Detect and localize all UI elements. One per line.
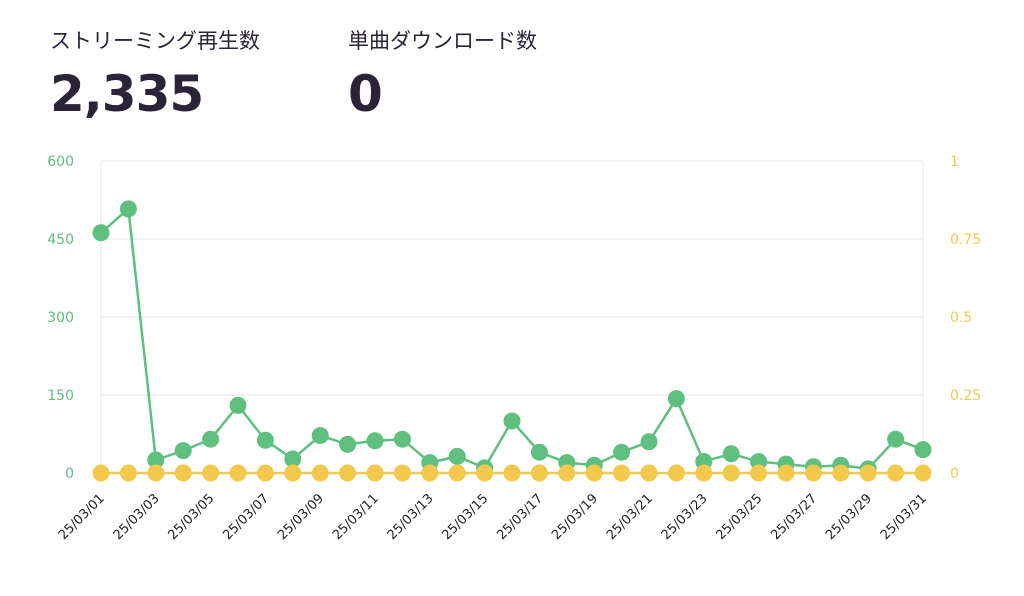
downloads-value: 0: [348, 65, 383, 123]
downloads-point: [804, 464, 822, 482]
x-tick-label: 25/03/15: [440, 491, 492, 543]
downloads-point: [777, 464, 795, 482]
downloads-point: [640, 464, 658, 482]
downloads-point: [914, 464, 932, 482]
y-left-tick-label: 450: [47, 232, 74, 248]
downloads-point: [119, 464, 137, 482]
downloads-point: [503, 464, 521, 482]
x-tick-label: 25/03/31: [878, 491, 930, 543]
downloads-point: [859, 464, 877, 482]
x-tick-label: 25/03/09: [275, 491, 327, 543]
streams-point: [92, 224, 110, 242]
downloads-point: [448, 464, 466, 482]
streams-point: [393, 430, 411, 448]
streams-point: [530, 443, 548, 461]
streams-series-line: [100, 207, 924, 471]
x-tick-label: 25/03/21: [604, 491, 656, 543]
streams-point: [174, 442, 192, 460]
y-left-tick-label: 300: [47, 310, 74, 326]
y-left-tick-label: 150: [47, 388, 74, 404]
downloads-point: [667, 464, 685, 482]
downloads-point: [421, 464, 439, 482]
downloads-point: [256, 464, 274, 482]
x-tick-label: 25/03/01: [56, 491, 108, 543]
y-right-tick-label: 0: [950, 466, 959, 482]
downloads-point: [585, 464, 603, 482]
downloads-point: [92, 464, 110, 482]
x-tick-label: 25/03/11: [330, 491, 382, 543]
streams-point: [640, 433, 658, 451]
y-right-tick-label: 1: [950, 154, 959, 170]
x-tick-label: 25/03/03: [111, 491, 163, 543]
streams-point: [147, 451, 165, 469]
streams-point: [202, 430, 220, 448]
x-tick-label: 25/03/17: [494, 491, 546, 543]
x-tick-label: 25/03/05: [166, 491, 218, 543]
streams-point: [256, 431, 274, 449]
x-tick-label: 25/03/19: [549, 491, 601, 543]
downloads-stat: 単曲ダウンロード数 0: [348, 26, 537, 126]
x-tick-label: 25/03/29: [823, 491, 875, 543]
downloads-point: [366, 464, 384, 482]
x-tick-label: 25/03/13: [385, 491, 437, 543]
downloads-point: [174, 464, 192, 482]
streams-point: [503, 412, 521, 430]
streams-stat: ストリーミング再生数 2,335: [50, 26, 260, 126]
streams-value: 2,335: [50, 65, 204, 123]
downloads-point: [339, 464, 357, 482]
y-left-tick-label: 0: [65, 466, 74, 482]
streams-point: [613, 443, 631, 461]
streams-point: [119, 200, 137, 218]
downloads-point: [476, 464, 494, 482]
downloads-point: [202, 464, 220, 482]
streams-point: [914, 441, 932, 459]
y-left-tick-label: 600: [47, 154, 74, 170]
downloads-point: [750, 464, 768, 482]
streams-point: [722, 445, 740, 463]
y-right-tick-label: 0.5: [950, 310, 972, 326]
downloads-point: [229, 464, 247, 482]
downloads-point: [558, 464, 576, 482]
downloads-label: 単曲ダウンロード数: [348, 29, 537, 53]
streams-point: [366, 432, 384, 450]
downloads-point: [284, 464, 302, 482]
y-right-tick-label: 0.25: [950, 388, 981, 404]
streams-label: ストリーミング再生数: [50, 29, 260, 53]
x-tick-label: 25/03/23: [659, 491, 711, 543]
downloads-point: [613, 464, 631, 482]
streams-point: [667, 390, 685, 408]
downloads-point: [887, 464, 905, 482]
x-tick-label: 25/03/07: [220, 491, 272, 543]
x-tick-label: 25/03/27: [768, 491, 820, 543]
downloads-point: [722, 464, 740, 482]
downloads-point: [530, 464, 548, 482]
downloads-point: [393, 464, 411, 482]
streams-point: [229, 396, 247, 414]
streams-point: [339, 435, 357, 453]
streams-point: [887, 430, 905, 448]
downloads-point: [695, 464, 713, 482]
downloads-point: [311, 464, 329, 482]
streams-point: [311, 427, 329, 445]
y-right-tick-label: 0.75: [950, 232, 981, 248]
downloads-point: [832, 464, 850, 482]
downloads-point: [147, 464, 165, 482]
x-tick-label: 25/03/25: [714, 491, 766, 543]
streams-point: [284, 450, 302, 468]
streams-point: [448, 447, 466, 465]
